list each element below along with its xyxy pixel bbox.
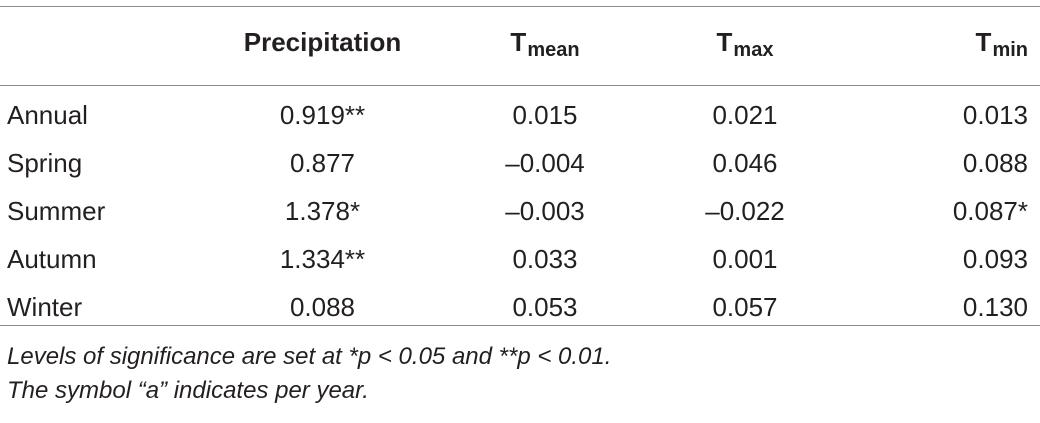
- header-tmin-sub: min: [992, 39, 1028, 61]
- cell-tmean: –0.004: [505, 147, 585, 178]
- header-tmean-base: T: [510, 27, 527, 57]
- cell-precipitation: 1.334**: [279, 243, 366, 274]
- header-season: [0, 0, 200, 85]
- table-bottom-rule: [0, 325, 1040, 326]
- table-header-row: Precipitation Tmean Tmax Tmin: [0, 0, 1040, 85]
- footnote-symbol: The symbol “a” indicates per year.: [7, 377, 369, 404]
- row-label: Summer: [7, 195, 106, 226]
- row-label: Winter: [7, 291, 83, 322]
- cell-tmean: –0.003: [505, 195, 585, 226]
- header-precipitation-label: Precipitation: [243, 27, 402, 57]
- header-precipitation: Precipitation: [200, 0, 445, 85]
- cell-precipitation: 0.088: [289, 291, 356, 322]
- cell-tmax: 0.057: [712, 291, 778, 322]
- cell-tmin: 0.093: [962, 243, 1028, 274]
- table-row-annual: Annual 0.919** 0.015 0.021 0.013: [0, 85, 1040, 139]
- trend-table: Precipitation Tmean Tmax Tmin Annual 0.9…: [0, 0, 1040, 331]
- cell-tmin: 0.087*: [952, 195, 1028, 226]
- header-tmin: Tmin: [845, 0, 1040, 85]
- table-row-spring: Spring 0.877 –0.004 0.046 0.088: [0, 139, 1040, 187]
- cell-precipitation: 1.378*: [284, 195, 361, 226]
- cell-tmean: 0.015: [512, 99, 578, 130]
- header-tmax-base: T: [716, 27, 733, 57]
- cell-tmax: 0.046: [712, 147, 778, 178]
- header-tmax: Tmax: [645, 0, 845, 85]
- header-tmean-sub: mean: [527, 39, 580, 61]
- footnote-significance: Levels of significance are set at *p < 0…: [7, 343, 612, 370]
- cell-tmax: 0.001: [712, 243, 778, 274]
- table-row-autumn: Autumn 1.334** 0.033 0.001 0.093: [0, 235, 1040, 283]
- table-top-rule: [0, 6, 1040, 7]
- table-row-summer: Summer 1.378* –0.003 –0.022 0.087*: [0, 187, 1040, 235]
- row-label: Spring: [7, 147, 83, 178]
- cell-tmean: 0.053: [512, 291, 578, 322]
- cell-precipitation: 0.877: [289, 147, 356, 178]
- cell-tmin: 0.088: [962, 147, 1028, 178]
- table-header-rule: [0, 85, 1040, 86]
- header-tmin-base: T: [975, 27, 992, 57]
- cell-tmax: –0.022: [705, 195, 785, 226]
- table-row-winter: Winter 0.088 0.053 0.057 0.130: [0, 283, 1040, 331]
- cell-precipitation: 0.919**: [279, 99, 366, 130]
- cell-tmean: 0.033: [512, 243, 578, 274]
- row-label: Autumn: [7, 243, 97, 274]
- table-footnotes: Levels of significance are set at *p < 0…: [7, 340, 611, 408]
- header-tmean: Tmean: [445, 0, 645, 85]
- cell-tmax: 0.021: [712, 99, 778, 130]
- row-label: Annual: [7, 99, 88, 130]
- header-tmax-sub: max: [733, 39, 774, 61]
- cell-tmin: 0.130: [962, 291, 1028, 322]
- cell-tmin: 0.013: [962, 99, 1028, 130]
